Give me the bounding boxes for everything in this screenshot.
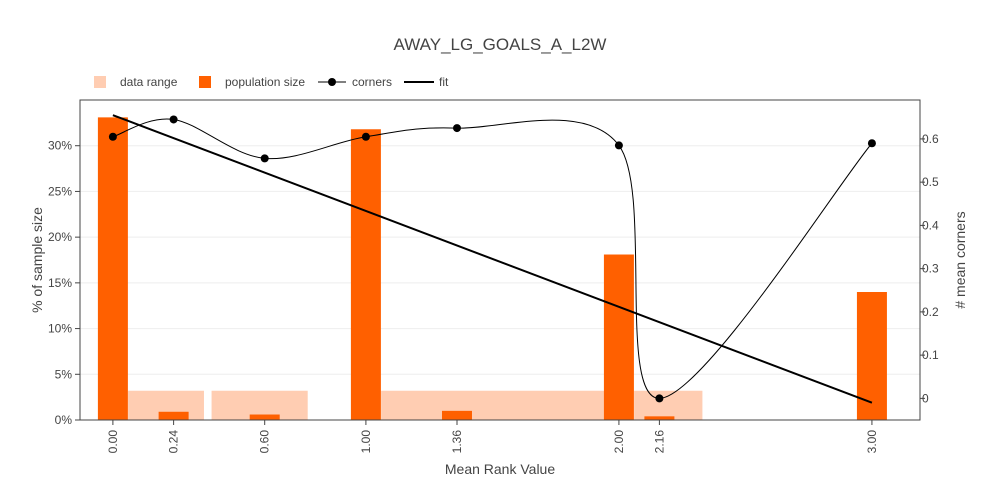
y2-axis-title: # mean corners: [952, 211, 968, 308]
population-bar-4: [441, 410, 472, 420]
corners-point-3: [361, 132, 370, 141]
y-tick-label-5: 25%: [48, 184, 72, 198]
plot-frame: [79, 99, 921, 421]
y2-axis-ticks: 0 0.1 0.2 0.3 0.4 0.5 0.6: [920, 132, 939, 405]
y2-tick-label-4: 0.4: [922, 218, 939, 232]
legend-label-0: data range: [120, 75, 178, 89]
legend-swatch-0: [94, 76, 106, 88]
population-bar-1: [158, 411, 189, 420]
population-bar-5: [603, 254, 634, 420]
legend-label-1: population size: [225, 75, 305, 89]
y-tick-label-3: 15%: [48, 276, 72, 290]
x-tick-label-4: 1.36: [450, 430, 464, 454]
y2-tick-label-6: 0.6: [922, 132, 939, 146]
population-bar-2: [249, 414, 280, 420]
population-bar-3: [350, 129, 381, 420]
x-tick-label-1: 0.24: [167, 430, 181, 454]
corners-point-1: [169, 115, 178, 124]
x-tick-label-6: 2.16: [652, 430, 666, 454]
legend-label-3: fit: [439, 75, 449, 89]
corners-line: [108, 115, 876, 403]
x-axis-ticks: 0.00 0.24 0.60 1.00 1.36 2.00 2.16 3.00: [106, 420, 879, 453]
fit-line-path: [112, 114, 873, 404]
x-tick-label-0: 0.00: [106, 430, 120, 454]
corners-point-0: [108, 132, 117, 141]
y-tick-label-0: 0%: [55, 413, 73, 427]
legend: data range population size corners fit: [94, 75, 449, 89]
data-range-bar-2: [381, 390, 607, 420]
population-bar-6: [644, 416, 675, 420]
y2-tick-label-0: 0: [922, 391, 929, 405]
corners-point-5: [614, 141, 623, 150]
x-tick-label-3: 1.00: [359, 430, 373, 454]
population-bar-0: [97, 117, 128, 420]
y2-tick-label-5: 0.5: [922, 175, 939, 189]
legend-marker-2: [328, 78, 336, 86]
y-axis-title: % of sample size: [29, 207, 45, 313]
corners-line-path: [112, 118, 873, 399]
y-axis-ticks: 0% 5% 10% 15% 20% 25% 30%: [48, 139, 80, 427]
corners-point-6: [655, 394, 664, 403]
corners-point-4: [452, 124, 461, 133]
data-range-bar-3: [634, 390, 703, 420]
fit-line: [112, 114, 873, 404]
x-tick-label-7: 3.00: [865, 430, 879, 454]
y2-tick-label-3: 0.3: [922, 262, 939, 276]
x-tick-label-2: 0.60: [258, 430, 272, 454]
x-tick-label-5: 2.00: [612, 430, 626, 454]
y-tick-label-2: 10%: [48, 322, 72, 336]
y-tick-label-6: 30%: [48, 139, 72, 153]
chart-title: AWAY_LG_GOALS_A_L2W: [394, 35, 607, 54]
y2-tick-label-2: 0.2: [922, 305, 939, 319]
population-bar-7: [856, 292, 887, 420]
gridlines: [80, 145, 920, 375]
y2-tick-label-1: 0.1: [922, 348, 939, 362]
legend-swatch-1: [199, 76, 211, 88]
x-axis-title: Mean Rank Value: [445, 461, 555, 477]
legend-label-2: corners: [352, 75, 392, 89]
corners-point-2: [260, 154, 269, 163]
corners-point-7: [867, 139, 876, 148]
y-tick-label-4: 20%: [48, 230, 72, 244]
y-tick-label-1: 5%: [55, 367, 73, 381]
population-size-bars: [97, 117, 887, 420]
